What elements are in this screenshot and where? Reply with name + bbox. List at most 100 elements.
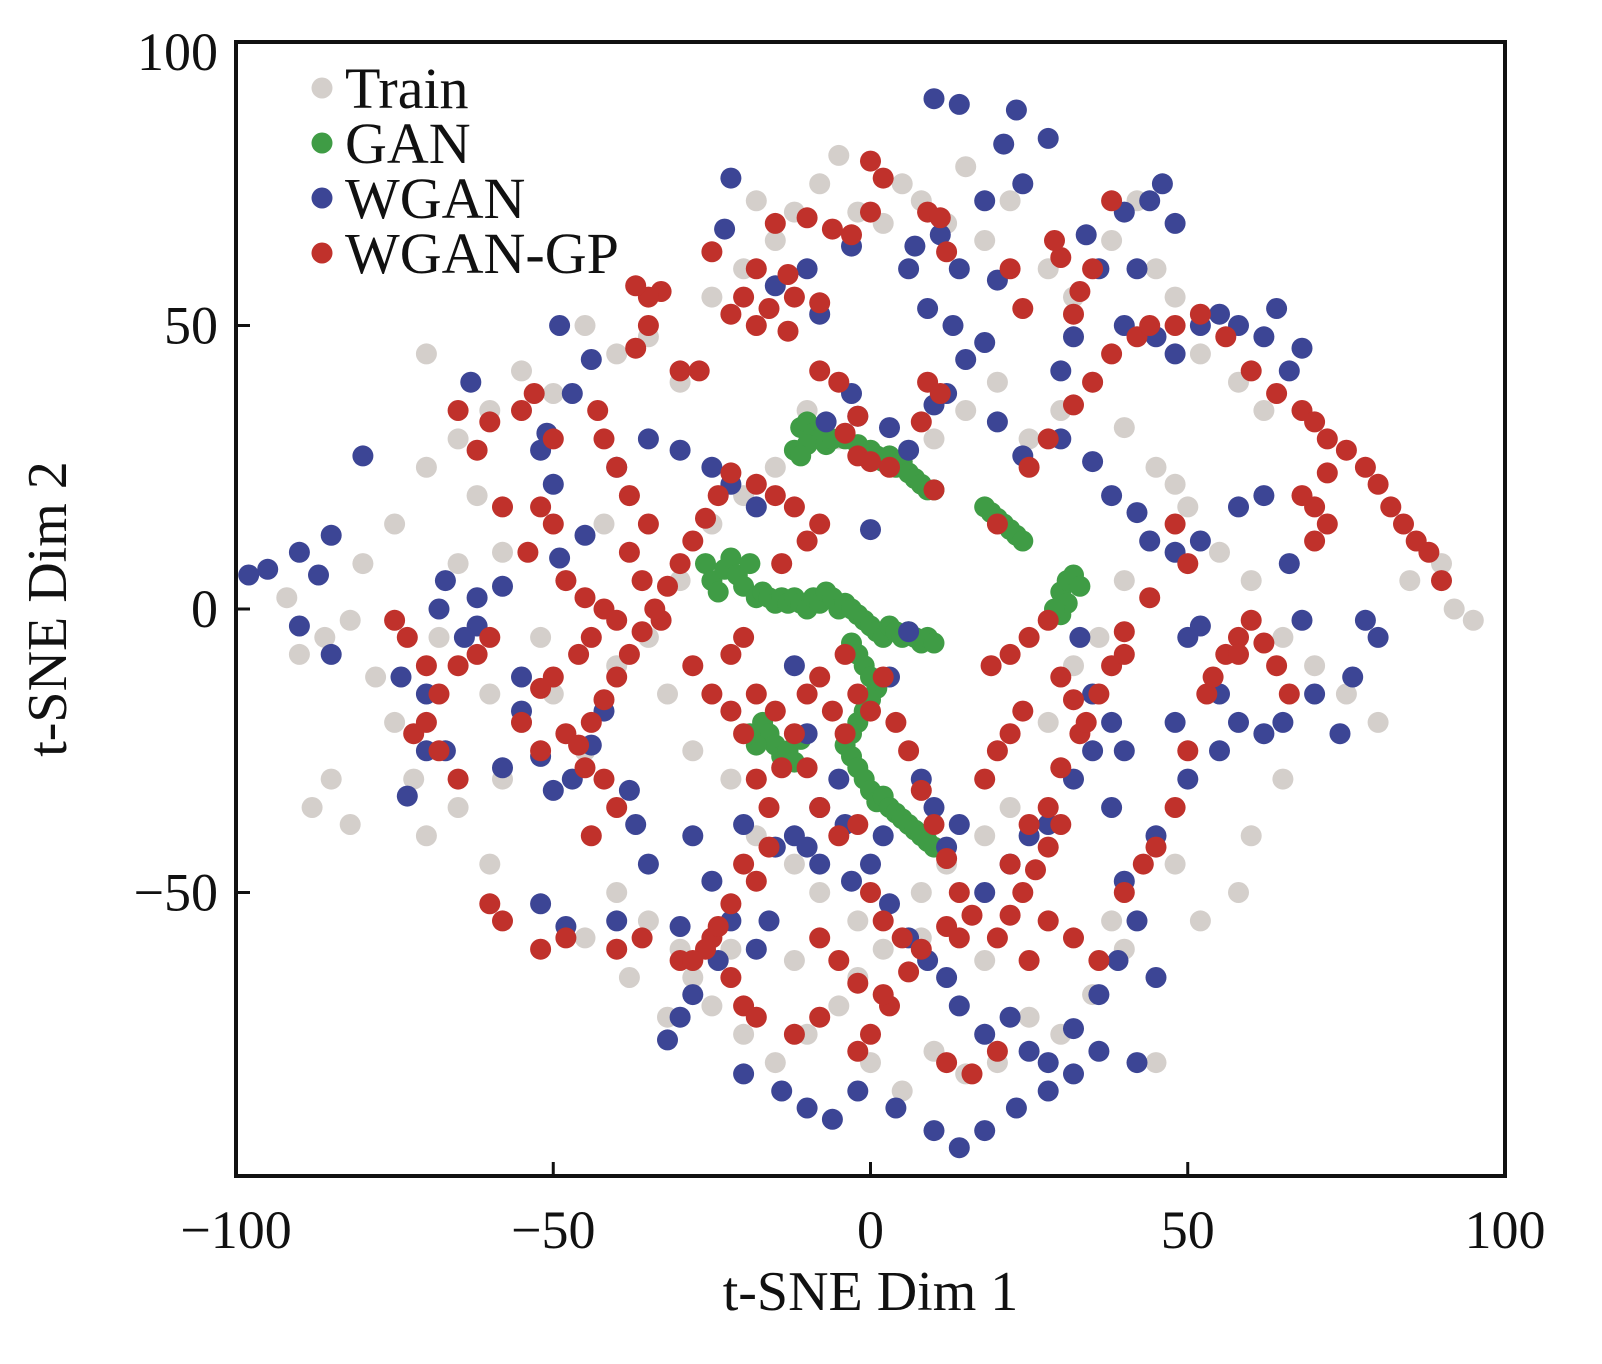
point-wgan-gp: [1139, 587, 1161, 609]
point-train: [764, 1052, 786, 1074]
point-train: [1088, 626, 1110, 648]
point-wgan: [669, 439, 691, 461]
y-axis-title: t-SNE Dim 2: [17, 461, 79, 757]
point-wgan: [1291, 337, 1313, 359]
point-train: [403, 768, 425, 790]
point-train: [1037, 711, 1059, 733]
point-wgan-gp: [1164, 797, 1186, 818]
point-wgan-gp: [542, 428, 564, 450]
point-train: [923, 428, 945, 450]
point-wgan-gp: [809, 666, 831, 688]
point-wgan: [879, 417, 900, 439]
series-train: [276, 144, 1484, 1102]
point-train: [339, 814, 361, 835]
point-wgan-gp: [593, 428, 615, 450]
point-train: [891, 1080, 913, 1102]
point-train: [891, 173, 913, 195]
point-train: [384, 513, 406, 535]
point-wgan: [733, 814, 755, 835]
point-wgan-gp: [701, 241, 723, 263]
point-wgan-gp: [891, 927, 913, 949]
point-wgan: [936, 967, 958, 988]
point-wgan: [308, 564, 329, 586]
point-train: [447, 428, 469, 450]
point-wgan: [1253, 723, 1275, 745]
point-train: [352, 553, 374, 575]
point-train: [828, 995, 850, 1017]
point-wgan-gp: [637, 513, 659, 535]
point-wgan-gp: [403, 723, 425, 745]
point-wgan-gp: [568, 643, 590, 665]
point-wgan: [1126, 1052, 1148, 1074]
point-wgan: [917, 298, 939, 319]
point-gan: [923, 632, 945, 654]
point-wgan-gp: [986, 513, 1008, 535]
point-train: [783, 950, 805, 971]
point-wgan-gp: [777, 264, 799, 285]
point-wgan-gp: [1050, 666, 1072, 688]
point-wgan-gp: [771, 757, 793, 779]
point-wgan-gp: [1202, 666, 1224, 688]
point-wgan: [1126, 910, 1148, 932]
point-wgan: [809, 853, 831, 875]
point-train: [1189, 343, 1211, 365]
point-wgan: [815, 411, 837, 433]
point-wgan-gp: [517, 541, 539, 563]
point-wgan-gp: [1228, 626, 1249, 648]
point-gan: [1069, 575, 1091, 597]
point-wgan-gp: [872, 910, 894, 932]
point-train: [701, 286, 723, 308]
point-wgan-gp: [1063, 394, 1084, 416]
point-train: [974, 230, 996, 251]
point-wgan-gp: [860, 882, 881, 903]
point-wgan-gp: [593, 768, 615, 790]
point-wgan: [549, 315, 571, 336]
points-layer: [238, 88, 1484, 1159]
point-wgan: [1266, 298, 1288, 319]
point-train: [955, 400, 977, 421]
point-wgan-gp: [834, 723, 856, 745]
point-train: [1335, 683, 1357, 705]
point-wgan-gp: [1354, 456, 1376, 478]
point-train: [276, 587, 298, 609]
point-wgan-gp: [999, 258, 1021, 280]
point-wgan: [1101, 711, 1123, 733]
point-train: [999, 797, 1021, 818]
point-wgan: [929, 224, 951, 246]
point-wgan-gp: [1018, 814, 1040, 835]
point-wgan: [1304, 683, 1326, 705]
series-wgan-gp: [384, 150, 1452, 1085]
point-wgan-gp: [701, 683, 723, 705]
point-wgan: [618, 779, 640, 801]
point-wgan-gp: [720, 893, 742, 915]
point-train: [720, 768, 742, 790]
point-train: [1018, 428, 1040, 450]
point-wgan-gp: [1037, 797, 1059, 818]
point-wgan: [390, 666, 412, 688]
point-wgan-gp: [847, 972, 869, 994]
legend-label-train: Train: [345, 56, 469, 121]
point-wgan-gp: [1177, 553, 1199, 575]
point-wgan: [1272, 711, 1294, 733]
legend-marker-wgan: [311, 187, 333, 209]
point-train: [1399, 570, 1421, 592]
point-wgan-gp: [625, 275, 647, 297]
point-wgan-gp: [415, 655, 437, 677]
point-wgan: [1018, 1040, 1040, 1062]
point-wgan-gp: [828, 825, 850, 847]
point-wgan-gp: [606, 797, 628, 818]
point-wgan-gp: [682, 950, 704, 971]
point-wgan: [320, 643, 342, 665]
point-wgan-gp: [574, 757, 596, 779]
point-wgan-gp: [1139, 315, 1161, 336]
y-tick-label: 100: [137, 22, 218, 82]
point-wgan-gp: [1075, 711, 1097, 733]
point-train: [301, 797, 323, 818]
point-train: [415, 456, 437, 478]
point-wgan: [682, 825, 704, 847]
point-wgan-gp: [1088, 683, 1110, 705]
point-wgan-gp: [682, 655, 704, 677]
point-wgan-gp: [631, 927, 653, 949]
point-wgan-gp: [580, 626, 602, 648]
